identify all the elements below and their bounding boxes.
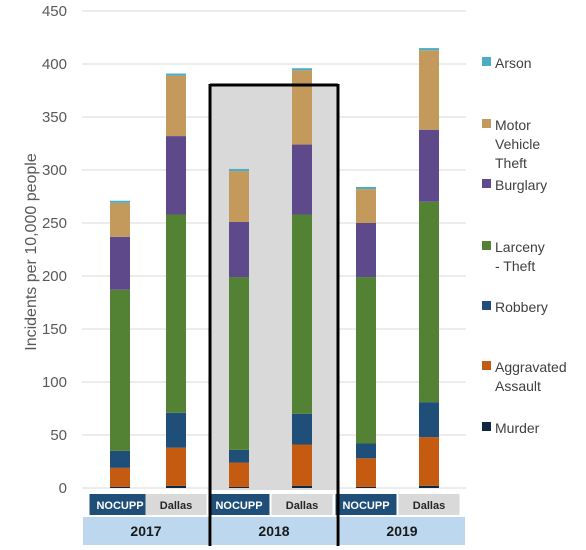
legend-label: Larceny bbox=[495, 239, 545, 255]
category-label-box bbox=[335, 494, 397, 515]
legend-label: - Theft bbox=[495, 258, 535, 274]
bar-segment bbox=[166, 75, 186, 137]
y-tick-label: 150 bbox=[42, 321, 67, 338]
bar-segment bbox=[229, 486, 249, 488]
bar-segment bbox=[356, 443, 376, 459]
bar-segment bbox=[292, 68, 312, 71]
category-label-box bbox=[145, 494, 207, 515]
bar-segment bbox=[419, 50, 439, 130]
bar-segment bbox=[229, 221, 249, 278]
bar-segment bbox=[356, 223, 376, 278]
bar-segment bbox=[419, 485, 439, 488]
bar-segment bbox=[110, 450, 130, 468]
legend-label: Vehicle bbox=[495, 136, 540, 152]
gridlines bbox=[82, 10, 466, 489]
bar-segment bbox=[292, 214, 312, 414]
category-label-box bbox=[89, 494, 151, 515]
y-tick-label: 400 bbox=[42, 56, 67, 73]
bar-segment bbox=[356, 189, 376, 223]
year-label-box bbox=[339, 517, 465, 545]
bar-segment bbox=[356, 186, 376, 190]
bar-segment bbox=[229, 168, 249, 172]
bar-segment bbox=[292, 413, 312, 445]
legend-label: Motor bbox=[495, 117, 531, 133]
y-tick-label: 350 bbox=[42, 109, 67, 126]
legend-swatch bbox=[482, 57, 491, 66]
y-tick-label: 450 bbox=[42, 3, 67, 20]
y-tick-label: 300 bbox=[42, 162, 67, 179]
y-tick-label: 200 bbox=[42, 268, 67, 285]
legend-label: Murder bbox=[495, 420, 540, 436]
legend: Arson Motor Vehicle Theft Burglary Larceny - T… bbox=[482, 55, 567, 436]
legend-swatch bbox=[482, 422, 491, 431]
category-label-box bbox=[398, 494, 460, 515]
legend-label: Arson bbox=[495, 55, 532, 71]
year-label: 2017 bbox=[130, 523, 161, 539]
bar-segment bbox=[356, 486, 376, 488]
y-tick-label: 50 bbox=[50, 427, 67, 444]
bar-segment bbox=[110, 289, 130, 451]
category-label: NOCUPP bbox=[215, 500, 262, 512]
legend-swatch bbox=[482, 179, 491, 188]
category-label: NOCUPP bbox=[96, 500, 143, 512]
y-tick-label: 250 bbox=[42, 215, 67, 232]
legend-label: Burglary bbox=[495, 177, 547, 193]
bar-segment bbox=[419, 201, 439, 403]
year-dividers bbox=[208, 83, 340, 546]
x-year-labels: 2017 2018 2019 bbox=[83, 517, 465, 545]
x-category-labels: NOCUPP Dallas NOCUPP Dallas NOCUPP Dallas bbox=[89, 494, 460, 515]
bar-segment bbox=[110, 467, 130, 487]
bar-segment bbox=[166, 412, 186, 448]
bar-segment bbox=[229, 171, 249, 222]
bar-segment bbox=[166, 73, 186, 76]
bar-segment bbox=[166, 136, 186, 215]
legend-swatch bbox=[482, 301, 491, 310]
year-label-box bbox=[212, 517, 336, 545]
category-label-box bbox=[271, 494, 333, 515]
bar-segment bbox=[356, 277, 376, 444]
legend-label: Theft bbox=[495, 155, 527, 171]
year-label-box bbox=[83, 517, 209, 545]
legend-label: Assault bbox=[495, 378, 541, 394]
bar-segment bbox=[292, 444, 312, 486]
year-label: 2019 bbox=[386, 523, 417, 539]
bar-segment bbox=[292, 485, 312, 488]
category-label: Dallas bbox=[160, 500, 192, 512]
bar-segment bbox=[110, 202, 130, 237]
legend-label: Robbery bbox=[495, 299, 548, 315]
bar-segment bbox=[110, 236, 130, 290]
bar-segment bbox=[166, 485, 186, 488]
bar-segment bbox=[229, 277, 249, 450]
bar-segment bbox=[229, 462, 249, 487]
bar-segment bbox=[110, 200, 130, 203]
bar-segment bbox=[356, 458, 376, 487]
year-label: 2018 bbox=[258, 523, 289, 539]
category-label: Dallas bbox=[286, 500, 318, 512]
legend-label: Aggravated bbox=[495, 359, 567, 375]
bar-segment bbox=[166, 447, 186, 486]
y-tick-label: 100 bbox=[42, 374, 67, 391]
category-label-box bbox=[208, 494, 270, 515]
bar-segment bbox=[229, 449, 249, 463]
bar-segment bbox=[166, 214, 186, 413]
category-label: NOCUPP bbox=[342, 500, 389, 512]
bar-segment bbox=[419, 402, 439, 438]
y-axis-ticks: 0 50 100 150 200 250 300 350 400 450 bbox=[42, 3, 67, 497]
y-axis-label: Incidents per 10,000 people bbox=[23, 153, 40, 351]
bar-segment bbox=[292, 144, 312, 215]
bar-segment bbox=[419, 129, 439, 202]
legend-swatch bbox=[482, 361, 491, 370]
legend-swatch bbox=[482, 241, 491, 250]
bar-segment bbox=[419, 48, 439, 51]
bar-segment bbox=[110, 486, 130, 488]
bars bbox=[110, 48, 439, 488]
category-label: Dallas bbox=[413, 500, 445, 512]
y-tick-label: 0 bbox=[59, 480, 67, 497]
bar-segment bbox=[292, 70, 312, 145]
legend-swatch bbox=[482, 119, 491, 128]
bar-segment bbox=[419, 437, 439, 486]
